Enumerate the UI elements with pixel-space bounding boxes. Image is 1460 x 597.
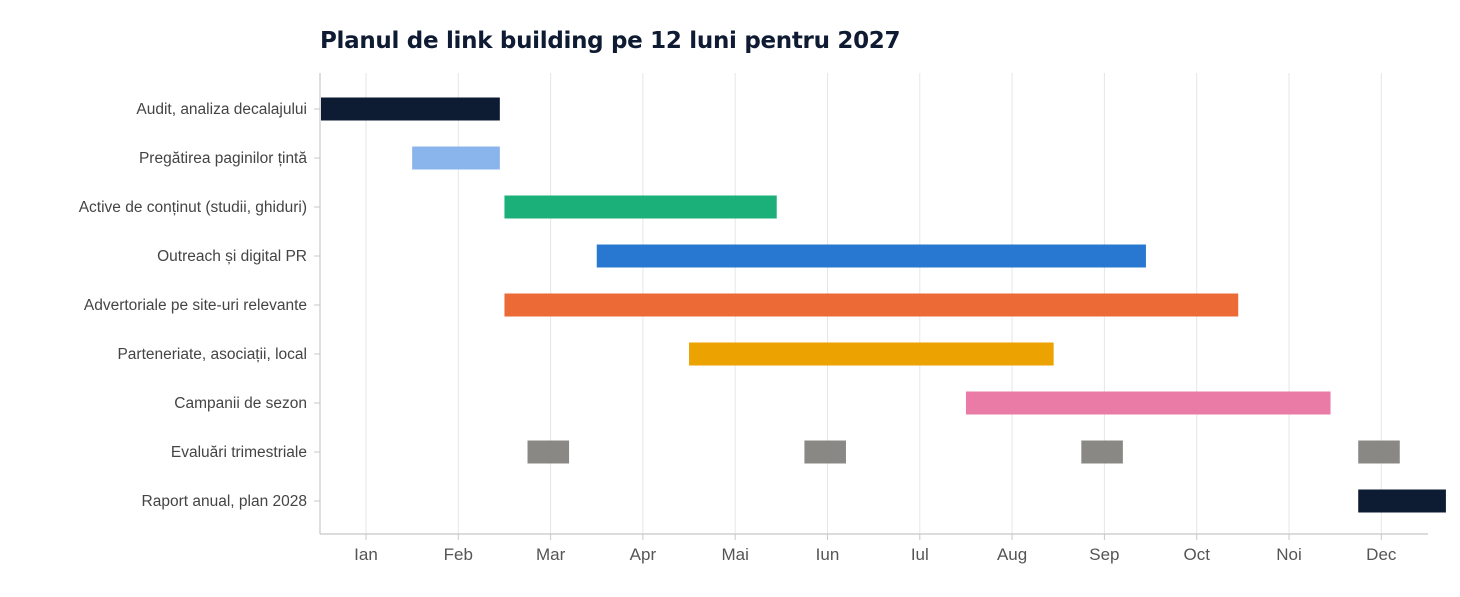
x-tick-label: Mai [721,545,748,564]
category-label: Parteneriate, asociații, local [117,346,307,363]
x-tick-label: Apr [630,545,657,564]
task-bar [1081,440,1123,464]
x-tick-label: Noi [1276,545,1302,564]
x-tick-label: Aug [997,545,1027,564]
task-bar [689,342,1054,366]
task-bar [412,146,500,170]
task-bar [321,97,500,121]
x-tick-label: Iun [816,545,840,564]
category-label: Pregătirea paginilor țintă [139,150,307,167]
task-bar [804,440,846,464]
x-tick-label: Dec [1366,545,1397,564]
category-label: Evaluări trimestriale [171,444,307,461]
category-label: Outreach și digital PR [157,248,307,265]
task-bar [504,195,777,219]
x-tick-label: Sep [1089,545,1119,564]
x-tick-label: Oct [1183,545,1210,564]
chart-title: Planul de link building pe 12 luni pentr… [320,28,901,54]
task-bar [965,391,1331,415]
x-tick-label: Mar [536,545,566,564]
x-tick-label: Iul [911,545,929,564]
category-label: Campanii de sezon [174,395,307,412]
category-label: Advertoriale pe site-uri relevante [84,297,307,314]
category-label: Active de conținut (studii, ghiduri) [79,199,307,216]
task-bar [596,244,1146,268]
x-tick-label: Feb [444,545,473,564]
task-bar [1358,440,1400,464]
task-bar [1358,489,1446,513]
category-label: Audit, analiza decalajului [136,101,307,118]
task-bar [504,293,1239,317]
category-label: Raport anual, plan 2028 [142,493,307,510]
task-bar [527,440,570,464]
x-tick-label: Ian [354,545,378,564]
